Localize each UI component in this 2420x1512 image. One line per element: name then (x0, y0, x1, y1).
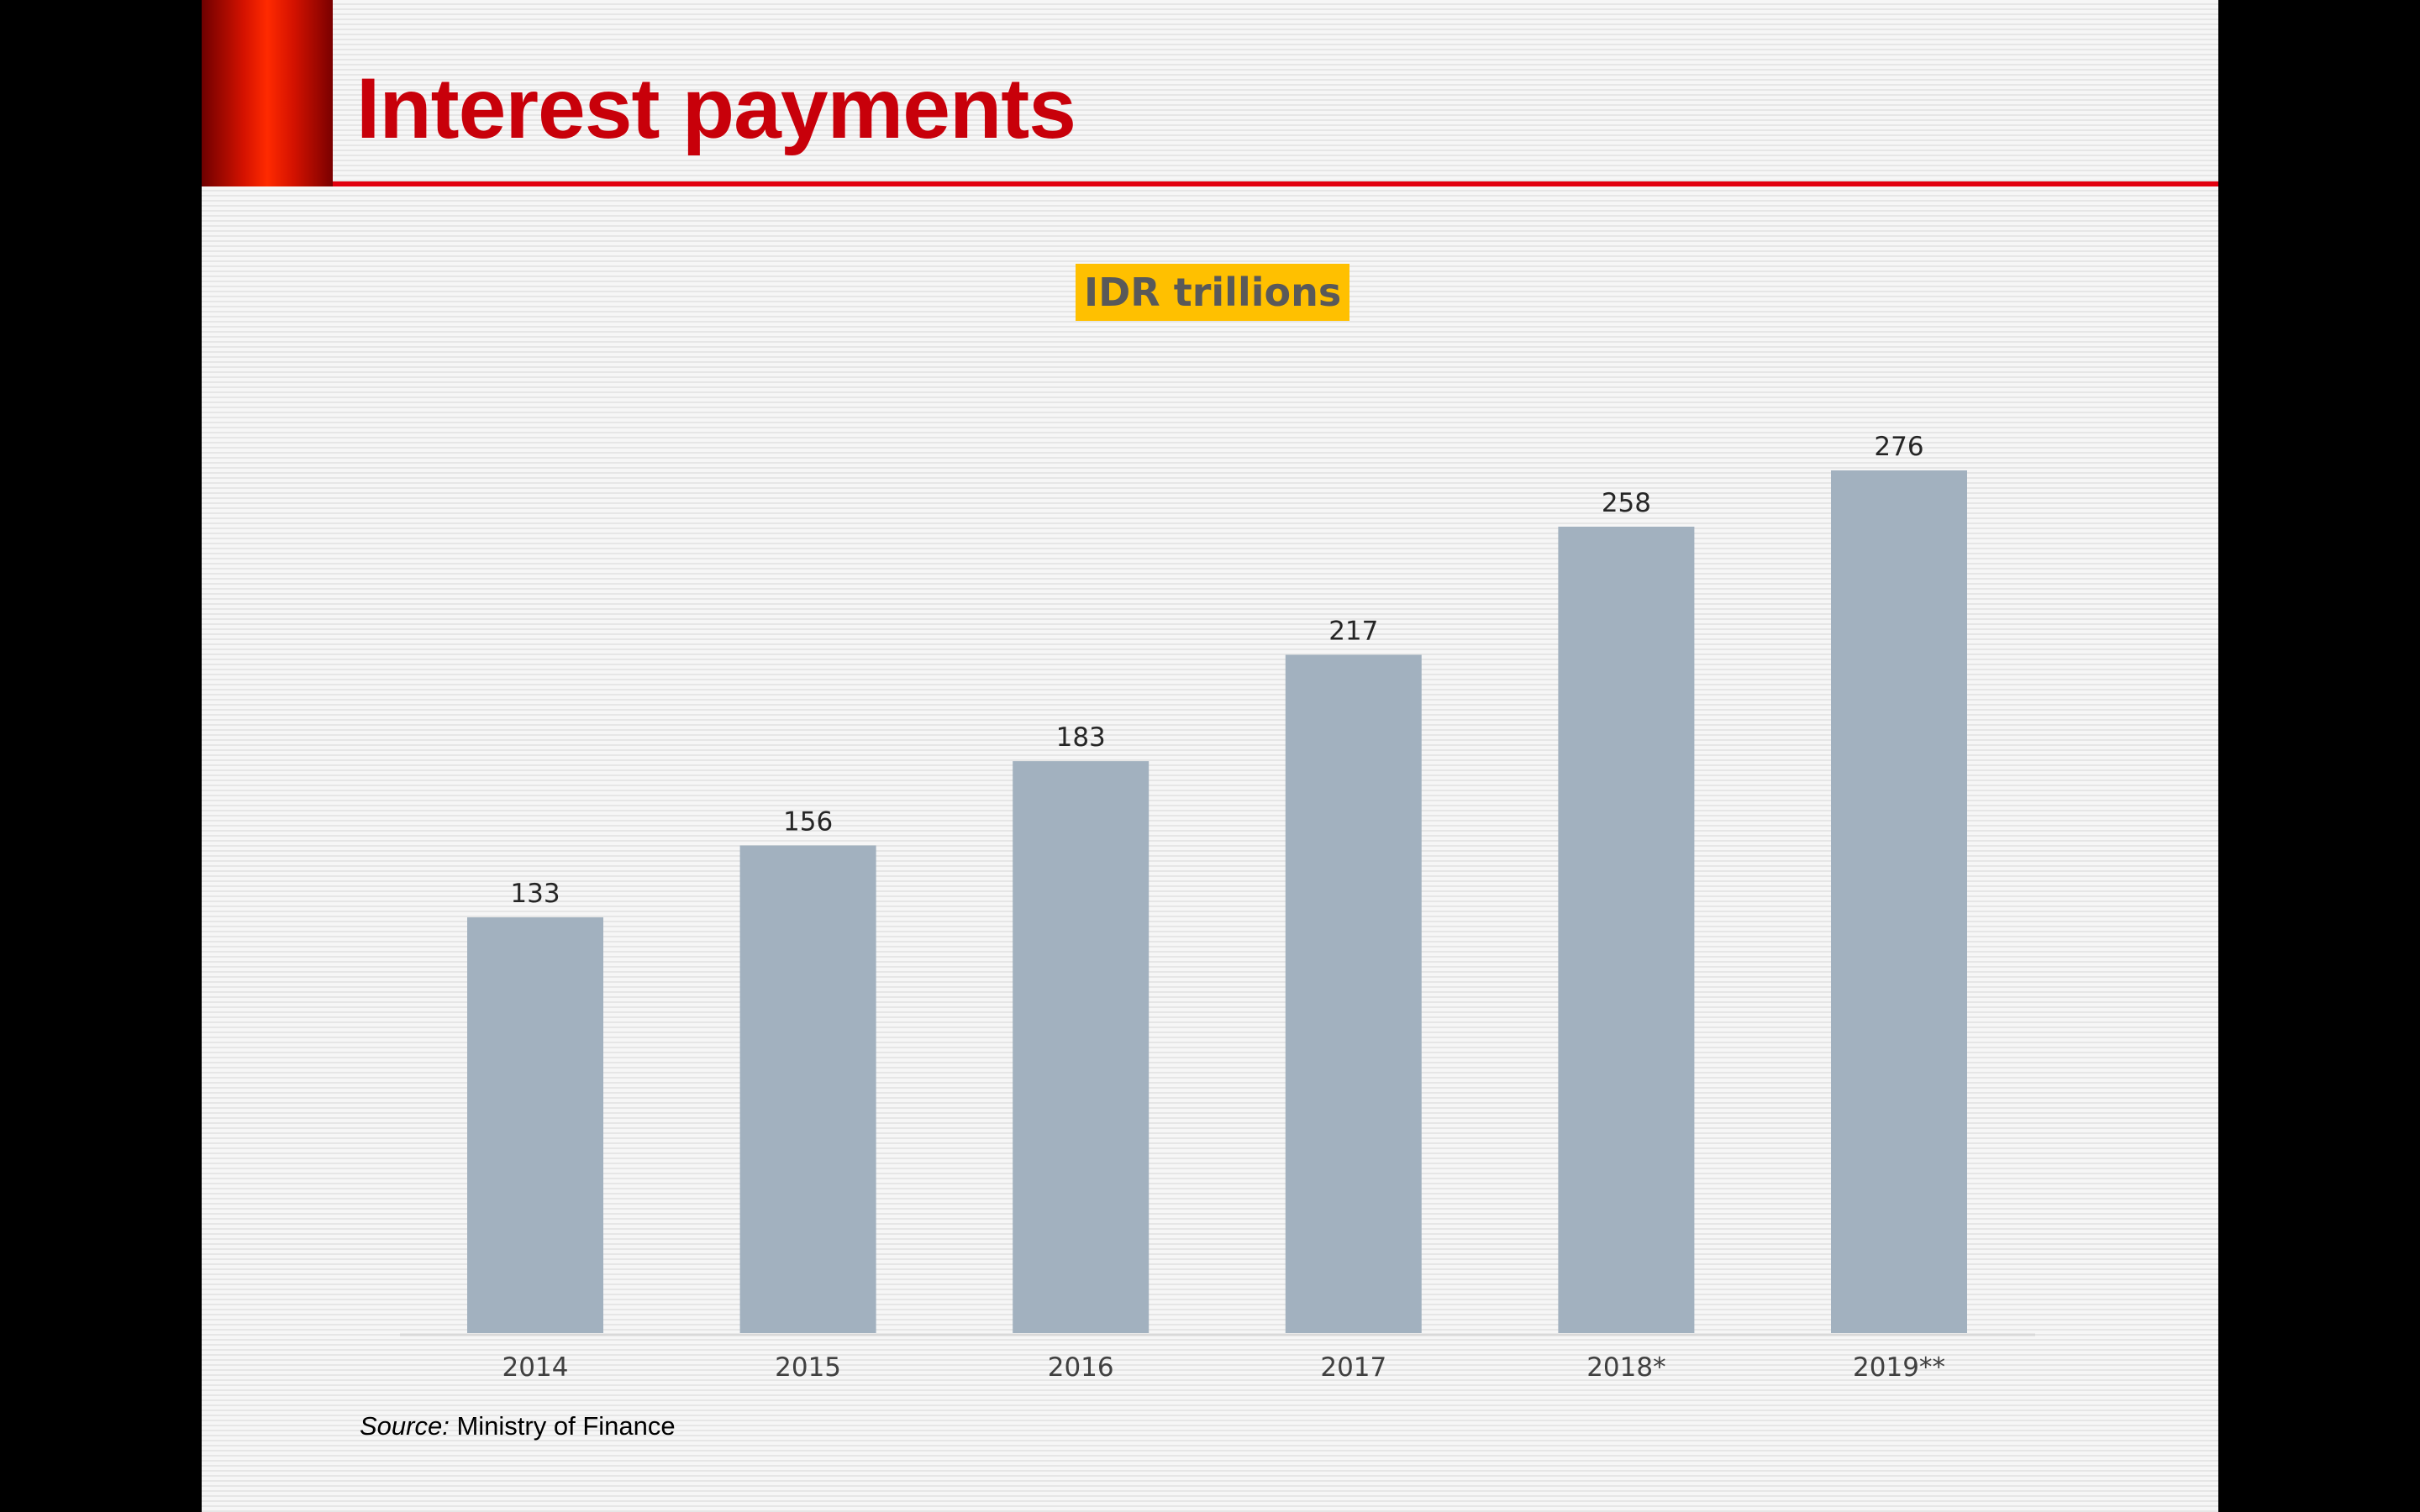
x-tick-label-2016: 2016 (1048, 1352, 1114, 1383)
data-label-2017: 217 (1328, 617, 1378, 647)
x-tick-label-2017: 2017 (1320, 1352, 1386, 1383)
bar-2017 (1285, 654, 1422, 1333)
x-tick-label-2014: 2014 (502, 1352, 569, 1383)
labels-layer: 133 2014 156 2015 183 2016 217 2017 258 2018* 276 2… (502, 432, 1945, 1383)
data-label-2019**: 276 (1874, 432, 1923, 462)
bar-2015 (739, 845, 876, 1333)
source-label: Source: (360, 1411, 450, 1441)
source-text: Ministry of Finance (456, 1411, 676, 1441)
bar-chart: 133 2014 156 2015 183 2016 217 2017 258 2018* 276 2… (400, 432, 2035, 1383)
data-label-2016: 183 (1056, 722, 1106, 753)
chart-unit-badge: IDR trillions (1076, 264, 1350, 321)
bar-2019** (1831, 470, 1967, 1333)
x-tick-label-2018*: 2018* (1586, 1352, 1665, 1383)
bar-2018* (1558, 527, 1695, 1333)
x-tick-label-2015: 2015 (775, 1352, 841, 1383)
data-label-2014: 133 (510, 879, 560, 909)
source-note: Source: Ministry of Finance (360, 1411, 676, 1441)
data-label-2018*: 258 (1602, 488, 1651, 518)
x-tick-label-2019**: 2019** (1853, 1352, 1945, 1383)
title-underline (333, 181, 2218, 186)
bar-2016 (1013, 761, 1150, 1333)
bar-2014 (467, 917, 603, 1333)
data-label-2015: 156 (783, 807, 833, 837)
slide: Interest payments IDR trillions 133 2014 1… (202, 0, 2218, 1512)
slide-title: Interest payments (356, 60, 1076, 156)
bars-layer (467, 470, 1967, 1333)
red-accent-block (202, 0, 333, 186)
